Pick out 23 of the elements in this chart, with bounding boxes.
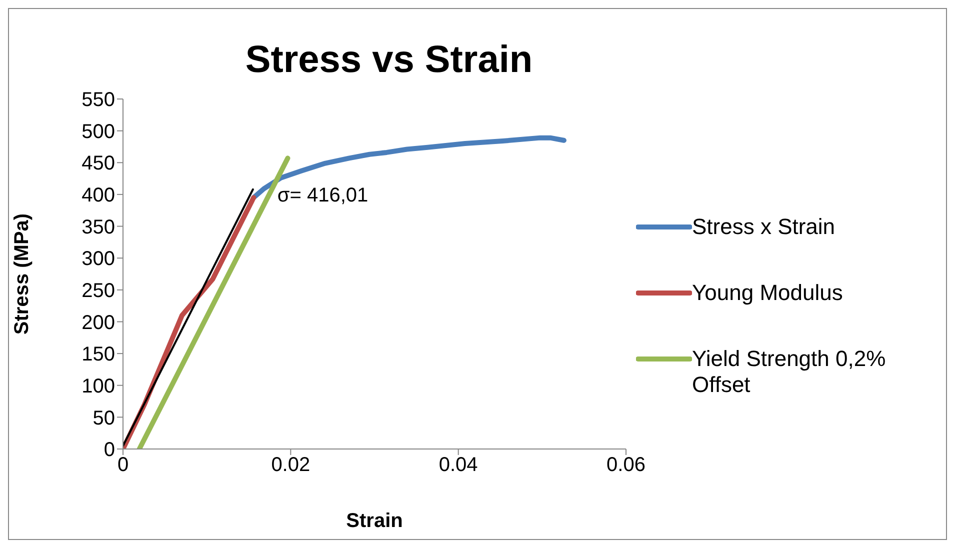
y-tick-label: 300 bbox=[82, 248, 115, 270]
y-tick-label: 150 bbox=[82, 344, 115, 366]
y-tick-label: 0 bbox=[104, 439, 115, 462]
y-tick-label: 500 bbox=[82, 120, 115, 143]
y-axis-title: Stress (MPa) bbox=[11, 213, 34, 335]
y-tick-label: 400 bbox=[82, 184, 115, 207]
y-tick-label: 550 bbox=[82, 89, 115, 112]
x-tick-label: 0.02 bbox=[271, 454, 310, 476]
chart-title: Stress vs Strain bbox=[244, 39, 534, 82]
y-tick-label: 350 bbox=[82, 216, 115, 238]
y-tick-label: 250 bbox=[82, 280, 115, 302]
x-tick-label: 0 bbox=[117, 454, 129, 476]
y-tick-label: 200 bbox=[82, 312, 115, 334]
legend-label: Yield Strength 0,2% Offset bbox=[692, 346, 887, 398]
legend-label: Young Modulus bbox=[692, 280, 843, 306]
x-tick-label: 0.06 bbox=[606, 454, 646, 476]
legend-label: Stress x Strain bbox=[692, 214, 836, 240]
y-tick-label: 450 bbox=[82, 152, 115, 175]
x-tick-label: 0.04 bbox=[438, 454, 478, 476]
x-axis-title: Strain bbox=[346, 510, 403, 532]
y-tick-label: 50 bbox=[92, 407, 115, 430]
annotation: σ= 416,01 bbox=[277, 184, 368, 206]
y-tick-label: 100 bbox=[82, 375, 115, 398]
